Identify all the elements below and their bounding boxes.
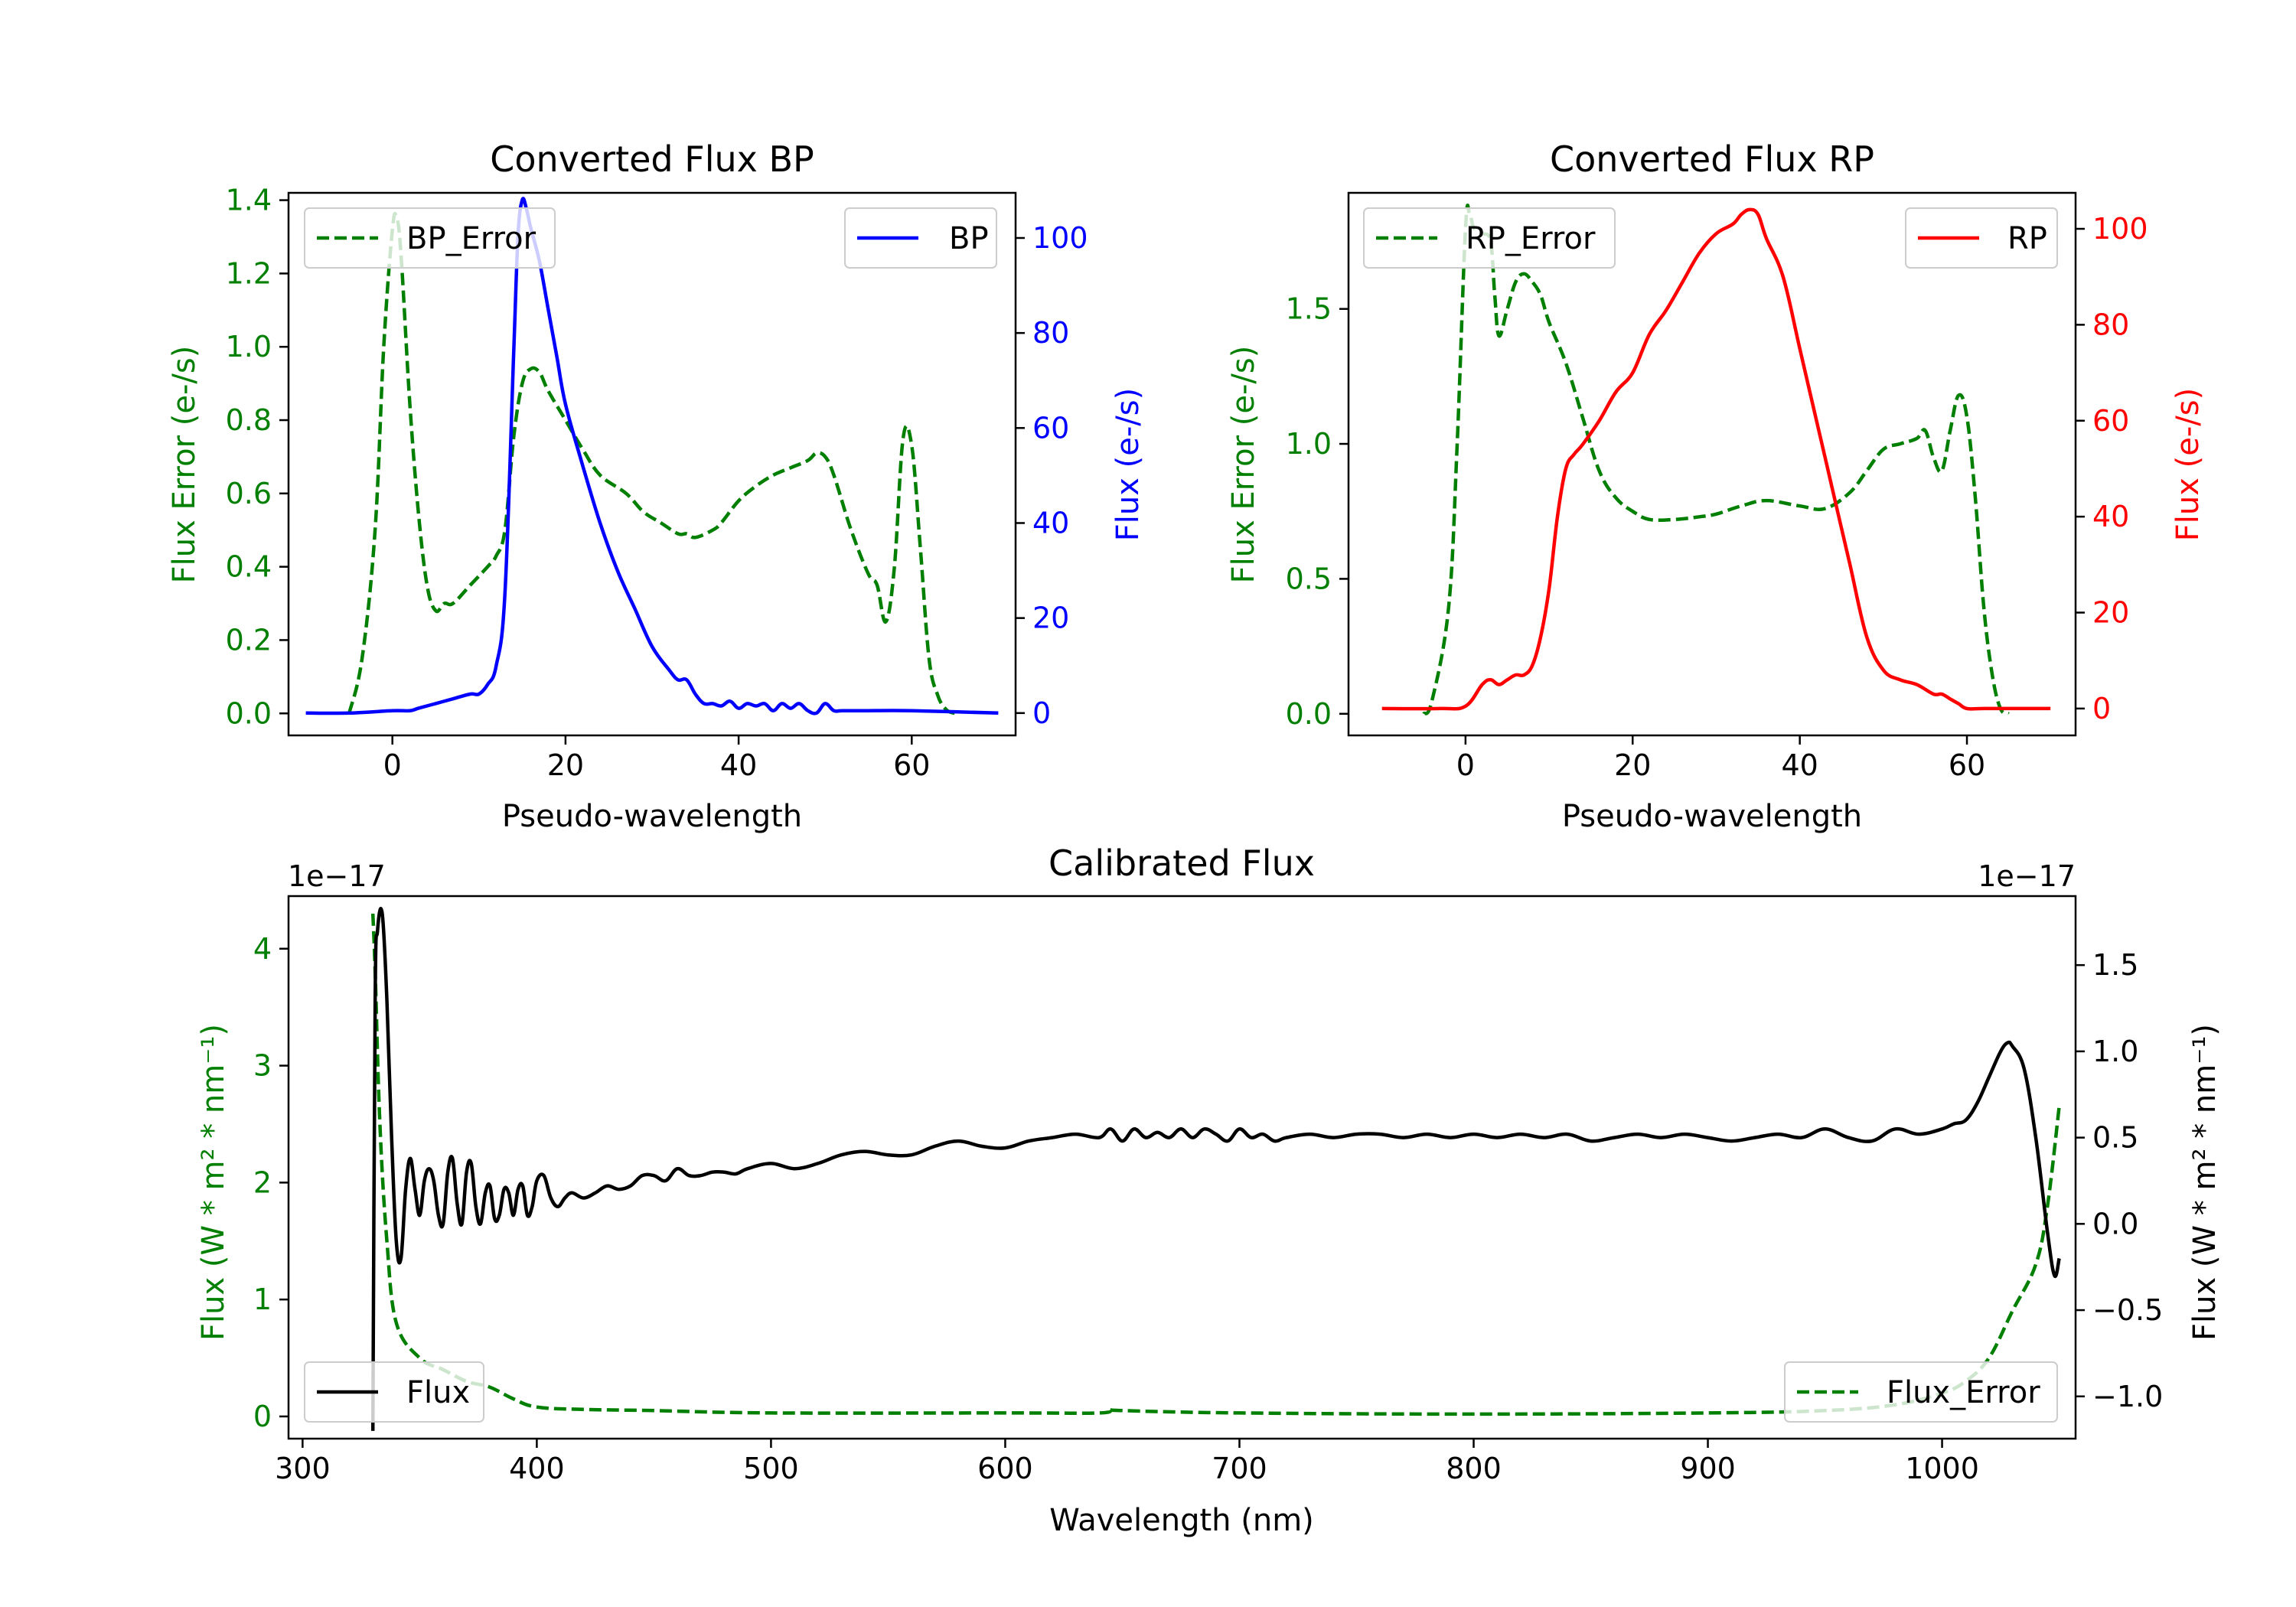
y-left-tick-label: 0.5 [1286, 562, 1332, 595]
y-right-tick-label: 60 [2092, 404, 2129, 438]
y-right-tick-label: −0.5 [2092, 1293, 2163, 1327]
y-left-tick-label: 1.0 [1286, 427, 1332, 461]
x-tick-label: 0 [383, 748, 402, 782]
legend-right: RP [1905, 207, 2058, 269]
legend-left-label: BP_Error [406, 221, 536, 256]
legend-right: BP [844, 207, 997, 269]
y-right-tick-label: 100 [2092, 212, 2148, 246]
x-tick-label: 500 [743, 1452, 799, 1485]
offset-text-left: 1e−17 [288, 859, 386, 893]
x-tick-label: 40 [720, 748, 757, 782]
x-axis-label: Wavelength (nm) [1049, 1503, 1314, 1538]
offset-text-right: 1e−17 [1978, 859, 2076, 893]
y-axis-right-label: Flux (e-/s) [2170, 388, 2206, 541]
y-right-tick-label: 0.0 [2092, 1207, 2138, 1240]
y-left-tick-label: 0.4 [226, 550, 272, 584]
chart-bp: Converted Flux BP 0 20 40 60 0.0 0.2 0.4 0.6 0.8… [167, 139, 1146, 834]
y-axis-right-label: Flux (W * m² * nm⁻¹) [2187, 1024, 2223, 1341]
legend-left-label: RP_Error [1466, 221, 1596, 256]
y-right-tick-label: 0 [2092, 692, 2111, 725]
y-right-tick-label: 100 [1032, 221, 1088, 255]
x-tick-label: 60 [1949, 748, 1985, 782]
y-left-tick-label: 1 [253, 1283, 272, 1316]
y-axis-left-label: Flux (W * m² * nm⁻¹) [196, 1024, 231, 1341]
chart-title: Converted Flux BP [490, 139, 814, 180]
plot-frame [287, 191, 1017, 737]
legend-left-box [304, 207, 556, 269]
y-right-tick-label: 0 [1032, 696, 1051, 730]
y-right-tick-label: 1.0 [2092, 1035, 2138, 1068]
series-rp-line [1381, 207, 2051, 711]
legend-left-label: Flux [406, 1375, 470, 1410]
axes-layer: 300 400 500 600 700 800 900 1000 0 1 2 3 4 −1.0 −0.5 0.… [253, 895, 2163, 1485]
legend-left: Flux [304, 1361, 484, 1423]
y-left-tick-label: 1.5 [1286, 292, 1332, 326]
y-axis-left-label: Flux Error (e-/s) [1226, 346, 1261, 584]
x-tick-label: 20 [547, 748, 584, 782]
y-right-tick-label: 0.5 [2092, 1121, 2138, 1155]
series-layer [305, 197, 999, 715]
legend-left-box [304, 1361, 484, 1423]
chart-title: Converted Flux RP [1550, 139, 1874, 180]
legend-right-box [1905, 207, 2058, 269]
y-right-tick-label: 1.5 [2092, 948, 2138, 982]
x-tick-label: 800 [1446, 1452, 1502, 1485]
x-tick-label: 900 [1680, 1452, 1736, 1485]
x-tick-label: 400 [509, 1452, 565, 1485]
legend-right: Flux_Error [1784, 1361, 2058, 1423]
x-tick-label: 300 [275, 1452, 331, 1485]
y-right-tick-label: 80 [2092, 308, 2129, 341]
plot-frame [287, 895, 2077, 1440]
y-left-tick-label: 0.6 [226, 477, 272, 510]
x-tick-label: 1000 [1905, 1452, 1979, 1485]
y-right-tick-label: 20 [2092, 596, 2129, 630]
y-axis-right-label: Flux (e-/s) [1110, 388, 1146, 541]
chart-title: Calibrated Flux [1049, 843, 1315, 884]
plot-frame [1347, 191, 2077, 737]
series-bp-line [305, 197, 999, 715]
y-left-tick-label: 1.0 [226, 330, 272, 363]
y-right-tick-label: 40 [2092, 500, 2129, 533]
legend-right-label: BP [949, 221, 989, 256]
y-right-tick-label: 20 [1032, 601, 1069, 635]
legend-left: RP_Error [1363, 207, 1616, 269]
x-axis-label: Pseudo-wavelength [502, 799, 802, 834]
y-left-tick-label: 4 [253, 932, 272, 966]
x-tick-label: 600 [977, 1452, 1033, 1485]
y-left-tick-label: 3 [253, 1049, 272, 1083]
x-tick-label: 60 [893, 748, 930, 782]
series-bp-error-line [347, 211, 956, 715]
y-left-tick-label: 1.4 [226, 184, 272, 217]
y-left-tick-label: 0.0 [1286, 697, 1332, 731]
y-left-tick-label: 2 [253, 1165, 272, 1199]
y-left-tick-label: 0.2 [226, 623, 272, 657]
y-right-tick-label: 40 [1032, 506, 1069, 539]
x-tick-label: 700 [1212, 1452, 1267, 1485]
y-left-tick-label: 1.2 [226, 256, 272, 290]
y-left-tick-label: 0.8 [226, 403, 272, 437]
legend-right-label: RP [2007, 221, 2047, 256]
x-tick-label: 20 [1614, 748, 1651, 782]
legend-left-box [1363, 207, 1616, 269]
x-tick-label: 40 [1781, 748, 1818, 782]
x-tick-label: 0 [1456, 748, 1475, 782]
y-right-tick-label: 60 [1032, 411, 1069, 445]
axes-layer: 0 20 40 60 0.0 0.2 0.4 0.6 0.8 1.0 1.2 1.4 0 20 40 60 80… [226, 184, 1088, 782]
y-left-tick-label: 0.0 [226, 696, 272, 730]
series-flux-line [370, 907, 2061, 1431]
y-right-tick-label: −1.0 [2092, 1380, 2163, 1413]
x-axis-label: Pseudo-wavelength [1562, 799, 1862, 834]
legend-right-label: Flux_Error [1887, 1375, 2040, 1410]
y-right-tick-label: 80 [1032, 316, 1069, 350]
y-left-tick-label: 0 [253, 1400, 272, 1433]
y-axis-left-label: Flux Error (e-/s) [167, 346, 202, 584]
axes-layer: 0 20 40 60 0.0 0.5 1.0 1.5 0 20 40 60 80 100 [1286, 191, 2148, 782]
legend-right-box [844, 207, 997, 269]
legend-right-box [1784, 1361, 2058, 1423]
chart-rp: Converted Flux RP 0 20 40 60 0.0 0.5 1.0 1.5 0 20… [1226, 139, 2206, 834]
legend-left: BP_Error [304, 207, 556, 269]
chart-calibrated: Calibrated Flux 1e−17 1e−17 300 400 500 600… [196, 843, 2223, 1538]
